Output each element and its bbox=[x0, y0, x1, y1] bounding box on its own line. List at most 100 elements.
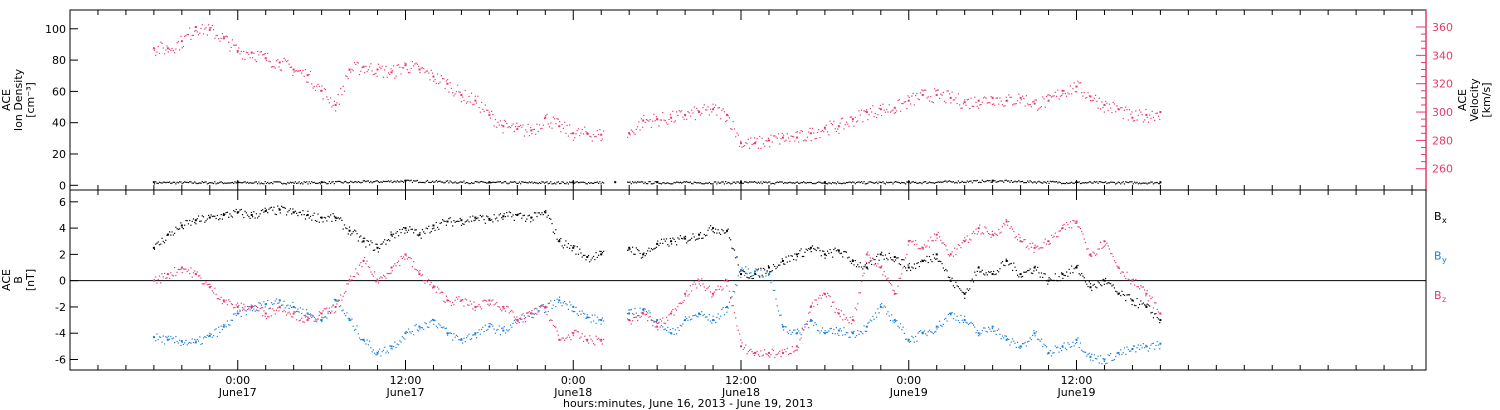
density-sample bbox=[1027, 180, 1029, 182]
bz-sample bbox=[379, 277, 381, 279]
bx-sample bbox=[688, 239, 690, 241]
bz-sample bbox=[189, 273, 191, 275]
bz-sample bbox=[482, 300, 484, 302]
bz-sample bbox=[655, 322, 658, 324]
velocity-sample bbox=[369, 66, 371, 68]
bz-sample bbox=[942, 242, 944, 244]
velocity-sample bbox=[491, 110, 493, 112]
bx-sample bbox=[538, 212, 541, 214]
velocity-sample bbox=[1116, 105, 1118, 107]
density-sample bbox=[441, 181, 444, 183]
density-sample bbox=[447, 180, 449, 182]
density-sample bbox=[213, 182, 215, 185]
by-sample bbox=[832, 332, 834, 335]
density-sample bbox=[397, 181, 400, 183]
bx-sample bbox=[810, 251, 812, 253]
bx-sample bbox=[1067, 275, 1069, 277]
bz-sample bbox=[986, 230, 988, 233]
by-sample bbox=[785, 326, 787, 328]
bz-sample bbox=[166, 277, 168, 279]
bz-sample bbox=[1057, 235, 1059, 238]
bx-sample bbox=[425, 227, 427, 229]
bx-sample bbox=[972, 281, 975, 283]
by-sample bbox=[550, 300, 552, 302]
density-sample bbox=[248, 182, 250, 184]
bz-sample bbox=[599, 339, 601, 341]
bx-sample bbox=[634, 253, 636, 255]
by-sample bbox=[409, 331, 411, 333]
bx-sample bbox=[262, 209, 264, 211]
velocity-sample bbox=[818, 129, 820, 131]
bz-sample bbox=[280, 304, 283, 306]
by-sample bbox=[491, 324, 493, 326]
by-sample bbox=[650, 319, 653, 321]
velocity-sample bbox=[839, 122, 841, 124]
bx-sample bbox=[402, 227, 405, 229]
velocity-sample bbox=[429, 79, 431, 81]
bz-sample bbox=[522, 313, 524, 315]
bz-sample bbox=[547, 310, 549, 313]
bz-sample bbox=[871, 260, 873, 262]
bz-sample bbox=[659, 326, 661, 328]
bx-sample bbox=[545, 209, 547, 212]
density-sample bbox=[330, 182, 332, 185]
density-sample bbox=[910, 182, 912, 184]
density-sample bbox=[436, 181, 439, 183]
by-sample bbox=[418, 330, 420, 332]
bx-sample bbox=[865, 262, 868, 265]
density-sample bbox=[1088, 181, 1090, 183]
x-axis-title: hours:minutes, June 16, 2013 - June 19, … bbox=[563, 397, 813, 410]
velocity-sample bbox=[891, 110, 893, 112]
bz-sample bbox=[660, 324, 663, 327]
bx-sample bbox=[175, 226, 177, 228]
density-sample bbox=[223, 182, 225, 185]
density-sample bbox=[1123, 183, 1126, 185]
bx-sample bbox=[654, 247, 656, 249]
bz-sample bbox=[842, 319, 844, 321]
velocity-sample bbox=[888, 104, 890, 106]
bx-sample bbox=[444, 220, 446, 222]
density-sample bbox=[394, 180, 396, 182]
density-sample bbox=[794, 182, 796, 184]
bz-sample bbox=[400, 255, 402, 258]
bz-sample bbox=[1103, 245, 1105, 247]
velocity-sample bbox=[221, 33, 224, 35]
velocity-sample bbox=[732, 120, 734, 123]
density-sample bbox=[806, 181, 809, 184]
velocity-sample bbox=[767, 137, 770, 139]
by-point bbox=[656, 319, 659, 322]
bz-sample bbox=[345, 291, 347, 293]
bx-sample bbox=[776, 266, 778, 268]
bz-sample bbox=[381, 277, 383, 279]
y-right-tick-label: 320 bbox=[1432, 78, 1453, 91]
by-sample bbox=[757, 275, 759, 277]
bx-sample bbox=[1086, 283, 1088, 285]
velocity-sample bbox=[826, 131, 829, 133]
density-sample bbox=[1049, 180, 1051, 182]
velocity-sample bbox=[161, 42, 163, 45]
bx-sample bbox=[796, 256, 798, 258]
velocity-sample bbox=[284, 59, 286, 61]
velocity-sample bbox=[267, 52, 269, 55]
density-sample bbox=[1033, 181, 1035, 183]
by-sample bbox=[299, 307, 302, 309]
velocity-sample bbox=[258, 54, 260, 56]
bz-sample bbox=[977, 231, 980, 233]
bz-sample bbox=[376, 278, 378, 280]
density-sample bbox=[522, 181, 524, 183]
density-sample bbox=[170, 182, 172, 184]
density-sample bbox=[496, 181, 498, 183]
density-sample bbox=[1016, 181, 1019, 183]
velocity-sample bbox=[1091, 100, 1093, 102]
bx-sample bbox=[930, 259, 932, 261]
bz-sample bbox=[479, 306, 481, 308]
velocity-sample bbox=[759, 135, 761, 138]
velocity-sample bbox=[1038, 108, 1040, 110]
velocity-sample bbox=[815, 137, 817, 140]
velocity-sample bbox=[533, 128, 536, 130]
density-sample bbox=[874, 182, 876, 184]
bz-sample bbox=[951, 251, 953, 253]
bx-sample bbox=[825, 254, 827, 257]
velocity-point bbox=[893, 106, 896, 109]
by-sample bbox=[998, 328, 1000, 330]
